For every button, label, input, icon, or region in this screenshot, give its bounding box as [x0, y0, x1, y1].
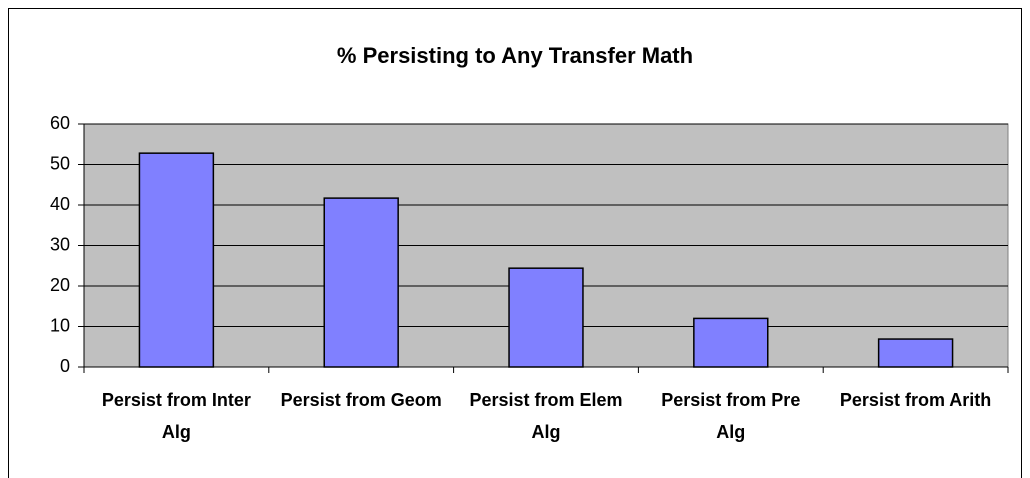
- bar: [323, 197, 399, 368]
- y-tick-label: 50: [50, 153, 70, 173]
- bar: [693, 317, 769, 368]
- x-tick-label: Persist from Arith: [839, 390, 992, 410]
- x-tick-label: Persist from Inter Alg: [101, 390, 251, 442]
- y-tick-label: 20: [50, 275, 70, 295]
- y-tick-label: 0: [60, 356, 70, 376]
- bar: [877, 338, 954, 368]
- y-tick-label: 30: [50, 234, 70, 254]
- chart-title: % Persisting to Any Transfer Math: [337, 43, 693, 68]
- y-tick-label: 10: [50, 315, 70, 335]
- x-tick-label: Persist from Pre Alg: [661, 390, 801, 442]
- y-tick-label: 60: [50, 113, 70, 133]
- x-tick-label: Persist from Elem Alg: [469, 390, 623, 442]
- bar: [138, 152, 215, 368]
- bar: [508, 267, 584, 368]
- y-tick-label: 40: [50, 194, 70, 214]
- x-tick-label: Persist from Geom: [280, 390, 442, 410]
